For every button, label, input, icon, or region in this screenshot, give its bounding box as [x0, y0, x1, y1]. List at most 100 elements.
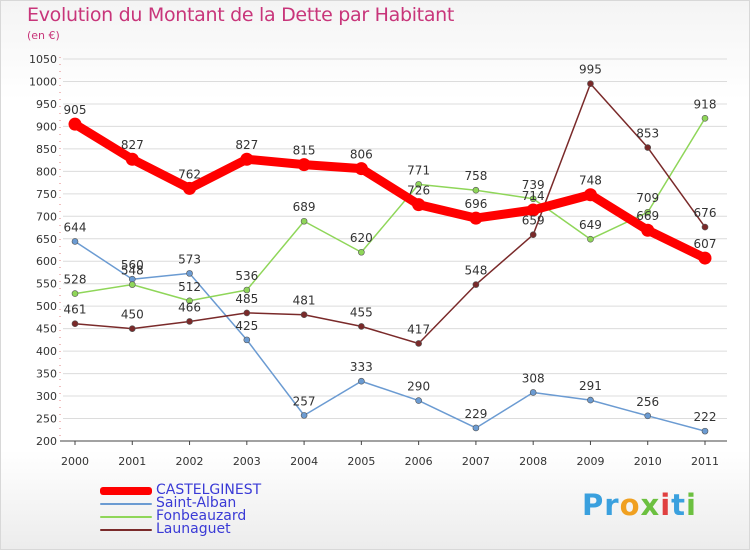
data-label-saint-alban-2001: 560	[121, 258, 144, 272]
point-launaguet-2006	[415, 340, 422, 347]
legend-item-castelginest: CASTELGINEST	[100, 482, 262, 498]
legend-label-fonbeauzard: Fonbeauzard	[156, 508, 247, 524]
point-saint-alban-2004	[300, 412, 308, 419]
data-label-castelginest-2004: 815	[293, 144, 316, 158]
point-castelginest-2001	[125, 152, 139, 166]
point-launaguet-2005	[358, 323, 365, 330]
point-castelginest-2008	[526, 203, 540, 217]
y-tick-label-1050: 1050	[29, 53, 57, 66]
x-tick-label-2007: 2007	[462, 455, 490, 468]
data-label-castelginest-2000: 905	[64, 103, 87, 117]
data-label-launaguet-2003: 485	[235, 292, 258, 306]
grid-layer	[63, 58, 727, 442]
data-label-launaguet-2005: 455	[350, 305, 373, 319]
data-label-castelginest-2009: 748	[579, 174, 602, 188]
point-saint-alban-2006	[415, 397, 422, 404]
point-castelginest-2009	[583, 188, 597, 202]
data-label-fonbeauzard-2000: 528	[64, 273, 87, 287]
y-tick-label-200: 200	[36, 435, 57, 448]
axis-layer: 200 250 300 350 400 450 500 550 600 650 700 750 800 8…	[29, 53, 727, 468]
point-castelginest-2006	[412, 198, 426, 212]
y-tick-label-450: 450	[36, 323, 57, 336]
point-launaguet-2000	[71, 320, 79, 328]
x-tick-label-2006: 2006	[405, 455, 433, 468]
data-label-saint-alban-2007: 229	[464, 407, 487, 421]
data-label-saint-alban-2005: 333	[350, 360, 373, 374]
data-label-launaguet-2009: 995	[579, 63, 602, 77]
x-tick-label-2005: 2005	[347, 455, 375, 468]
legend-item-fonbeauzard: Fonbeauzard	[100, 508, 261, 524]
chart-unit: (en €)	[27, 29, 60, 42]
chart-title: Evolution du Montant de la Dette par Hab…	[27, 4, 455, 26]
legend-item-launaguet: Launaguet	[100, 522, 261, 536]
point-castelginest-2005	[354, 162, 368, 176]
legend-label-castelginest: CASTELGINEST	[156, 482, 262, 498]
point-castelginest-2011	[698, 251, 712, 265]
point-castelginest-2002	[183, 181, 197, 195]
data-label-saint-alban-2006: 290	[407, 380, 430, 394]
data-label-castelginest-2011: 607	[694, 237, 717, 251]
y-tick-label-850: 850	[36, 143, 57, 156]
series-line-launaguet	[74, 82, 706, 345]
x-tick-label-2008: 2008	[519, 455, 547, 468]
data-label-launaguet-2004: 481	[293, 294, 316, 308]
data-label-launaguet-2001: 450	[121, 308, 144, 322]
data-label-saint-alban-2011: 222	[694, 410, 717, 424]
data-label-castelginest-2007: 696	[464, 197, 487, 211]
point-fonbeauzard-2006	[415, 181, 422, 188]
point-saint-alban-2009	[587, 396, 594, 404]
y-tick-label-600: 600	[36, 255, 57, 268]
data-label-castelginest-2006: 726	[407, 184, 430, 198]
point-saint-alban-2011	[701, 427, 709, 435]
data-label-launaguet-2000: 461	[64, 303, 87, 317]
y-tick-label-900: 900	[36, 120, 57, 133]
y-tick-label-300: 300	[36, 390, 57, 403]
data-label-launaguet-2007: 548	[464, 264, 487, 278]
proxiti-logo: Proxiti	[582, 488, 697, 522]
data-label-launaguet-2006: 417	[407, 322, 430, 336]
data-label-fonbeauzard-2001: 548	[121, 264, 144, 278]
data-label-fonbeauzard-2006: 771	[407, 163, 430, 177]
point-castelginest-2010	[641, 223, 655, 237]
y-tick-label-800: 800	[36, 165, 57, 178]
x-tick-label-2003: 2003	[233, 455, 261, 468]
point-fonbeauzard-2010	[644, 208, 652, 216]
legend: CASTELGINEST Saint-Alban Fonbeauzard Lau…	[100, 482, 262, 536]
point-saint-alban-2005	[358, 377, 365, 385]
data-label-castelginest-2008: 714	[522, 189, 545, 203]
data-label-saint-alban-2008: 308	[522, 371, 545, 385]
data-label-fonbeauzard-2008: 739	[522, 178, 545, 192]
point-launaguet-2001	[128, 325, 136, 332]
series-layer	[68, 80, 712, 435]
point-fonbeauzard-2011	[701, 115, 709, 122]
point-launaguet-2011	[701, 223, 709, 231]
series-line-castelginest	[70, 119, 710, 263]
x-tick-label-2004: 2004	[290, 455, 318, 468]
data-label-fonbeauzard-2003: 536	[235, 269, 258, 283]
label-layer: 905 827 762 827 815 806 726 696 714 748 669 607 644 5…	[64, 63, 717, 424]
point-castelginest-2004	[297, 158, 311, 172]
x-tick-label-2000: 2000	[61, 455, 89, 468]
x-tick-label-2009: 2009	[576, 455, 604, 468]
data-label-castelginest-2005: 806	[350, 148, 373, 162]
y-tick-label-950: 950	[36, 98, 57, 111]
data-label-saint-alban-2003: 425	[235, 319, 258, 333]
point-fonbeauzard-2002	[186, 297, 193, 305]
data-label-castelginest-2010: 669	[636, 209, 659, 223]
point-castelginest-2007	[469, 211, 483, 225]
y-tick-label-650: 650	[36, 233, 57, 246]
data-label-fonbeauzard-2010: 709	[636, 191, 659, 205]
y-tick-label-700: 700	[36, 210, 57, 223]
point-saint-alban-2007	[472, 424, 480, 432]
series-line-saint-alban	[74, 240, 706, 432]
point-launaguet-2010	[644, 144, 652, 151]
point-fonbeauzard-2001	[128, 281, 136, 288]
point-fonbeauzard-2003	[243, 286, 251, 294]
data-label-fonbeauzard-2011: 918	[694, 97, 717, 111]
data-label-saint-alban-2010: 256	[636, 395, 659, 409]
point-launaguet-2009	[587, 80, 594, 88]
y-tick-label-750: 750	[36, 188, 57, 201]
point-saint-alban-2003	[243, 336, 251, 344]
series-line-fonbeauzard	[74, 117, 706, 302]
